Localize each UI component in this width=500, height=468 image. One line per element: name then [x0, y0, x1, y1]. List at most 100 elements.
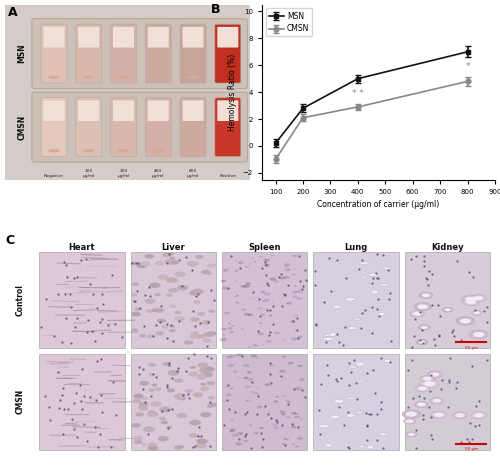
Point	[345, 445, 353, 452]
Point	[80, 393, 88, 400]
Point	[189, 307, 197, 315]
Point	[476, 397, 484, 405]
Circle shape	[166, 294, 172, 297]
Point	[163, 320, 171, 328]
Point	[419, 339, 427, 347]
Circle shape	[427, 371, 442, 378]
Circle shape	[249, 401, 252, 402]
Circle shape	[286, 302, 292, 305]
Point	[80, 420, 88, 428]
Circle shape	[257, 307, 262, 310]
Point	[320, 298, 328, 305]
Circle shape	[146, 309, 153, 313]
Point	[326, 288, 334, 295]
Point	[149, 332, 157, 339]
Circle shape	[148, 443, 156, 446]
Point	[96, 391, 104, 399]
Circle shape	[236, 353, 243, 357]
Circle shape	[226, 356, 232, 358]
Text: Lung: Lung	[344, 243, 368, 252]
FancyBboxPatch shape	[182, 100, 204, 121]
Ellipse shape	[346, 397, 354, 400]
Point	[274, 419, 281, 426]
Point	[374, 295, 382, 303]
Point	[247, 444, 255, 452]
Circle shape	[234, 270, 238, 272]
Circle shape	[284, 276, 290, 278]
FancyBboxPatch shape	[32, 19, 248, 88]
Circle shape	[259, 322, 262, 324]
Circle shape	[239, 433, 243, 435]
Circle shape	[284, 264, 290, 267]
Point	[410, 315, 418, 322]
Point	[366, 410, 374, 417]
Circle shape	[416, 385, 430, 392]
Circle shape	[268, 314, 272, 316]
Circle shape	[158, 436, 168, 441]
Point	[427, 431, 435, 439]
Point	[82, 437, 90, 444]
Circle shape	[229, 388, 234, 390]
Circle shape	[198, 335, 205, 338]
Point	[108, 271, 116, 279]
Ellipse shape	[378, 313, 386, 315]
Circle shape	[152, 384, 157, 387]
Point	[98, 329, 106, 336]
Point	[314, 406, 322, 413]
Point	[419, 416, 427, 423]
Ellipse shape	[355, 380, 366, 382]
Point	[179, 391, 187, 398]
Point	[312, 322, 320, 329]
Point	[388, 337, 396, 344]
Text: CMSN: CMSN	[15, 389, 24, 414]
Point	[277, 270, 285, 278]
Point	[358, 324, 366, 331]
Point	[335, 403, 343, 410]
Ellipse shape	[346, 414, 355, 417]
Circle shape	[206, 381, 215, 385]
Circle shape	[166, 426, 172, 429]
Circle shape	[200, 368, 210, 373]
Point	[363, 423, 371, 430]
Point	[190, 442, 198, 450]
Circle shape	[262, 300, 266, 302]
Circle shape	[417, 402, 426, 406]
Point	[54, 290, 62, 297]
Circle shape	[433, 399, 441, 402]
Circle shape	[136, 412, 144, 416]
Point	[427, 372, 435, 379]
Circle shape	[203, 339, 211, 343]
Circle shape	[152, 308, 159, 312]
Point	[259, 435, 267, 443]
Circle shape	[224, 312, 230, 314]
Point	[346, 368, 354, 375]
Circle shape	[281, 355, 286, 358]
Point	[457, 336, 465, 344]
Point	[340, 421, 348, 429]
Circle shape	[148, 446, 158, 451]
Circle shape	[434, 413, 444, 417]
Point	[74, 433, 82, 441]
Point	[338, 374, 345, 381]
Point	[169, 337, 177, 345]
Circle shape	[223, 337, 226, 339]
Circle shape	[250, 387, 252, 388]
Circle shape	[151, 402, 162, 406]
Circle shape	[282, 277, 286, 279]
Ellipse shape	[348, 366, 358, 368]
Circle shape	[264, 383, 270, 386]
Ellipse shape	[324, 444, 332, 447]
Point	[404, 366, 412, 373]
Point	[424, 267, 432, 274]
Circle shape	[247, 378, 254, 381]
Point	[352, 380, 360, 387]
Ellipse shape	[354, 318, 361, 320]
Circle shape	[221, 280, 226, 282]
Circle shape	[200, 387, 209, 391]
Ellipse shape	[371, 290, 378, 294]
Circle shape	[176, 394, 186, 398]
Circle shape	[200, 383, 206, 386]
Circle shape	[197, 375, 205, 380]
Circle shape	[197, 312, 205, 316]
Ellipse shape	[334, 399, 344, 403]
